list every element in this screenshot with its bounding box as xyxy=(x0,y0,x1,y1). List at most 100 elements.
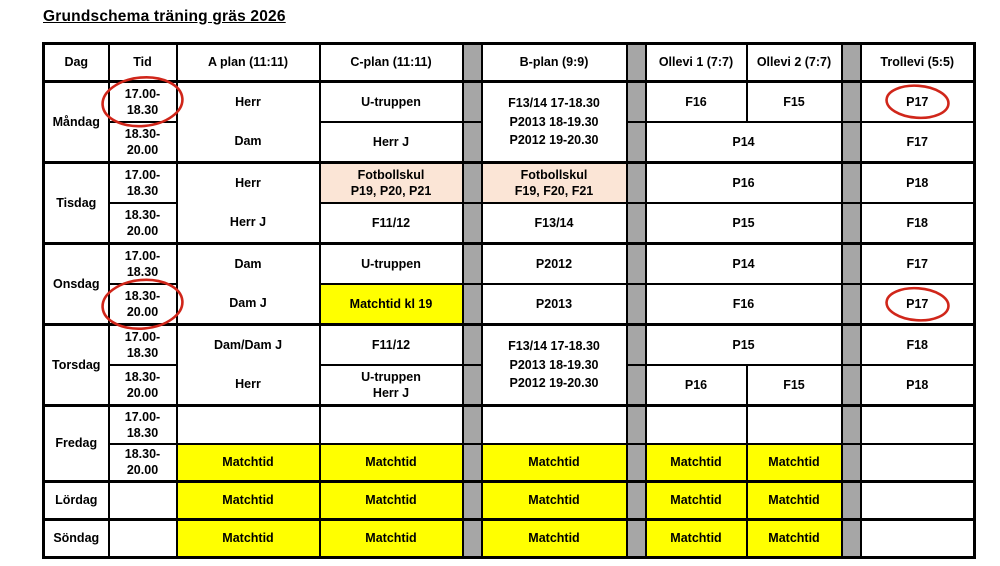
cell-sondag-ollevi2: Matchtid xyxy=(745,518,843,559)
spacer-cell xyxy=(840,121,862,164)
cell-mandag-early-c-plan: U-truppen xyxy=(318,80,464,123)
spacer-cell xyxy=(625,364,647,407)
spacer-cell xyxy=(625,442,647,483)
spacer-cell xyxy=(625,242,647,285)
spacer-cell xyxy=(625,202,647,245)
day-label-onsdag: Onsdag xyxy=(42,242,110,326)
cell-fredag-late-ollevi2: Matchtid xyxy=(745,442,843,483)
column-header-tid: Tid xyxy=(107,42,178,83)
cell-mandag-late-trollevi: F17 xyxy=(859,121,976,164)
cell-tisdag-a-plan: Herr Herr J xyxy=(175,161,321,245)
time-slot-fredag-late: 18.30- 20.00 xyxy=(107,442,178,483)
column-header-ollevi2: Ollevi 2 (7:7) xyxy=(745,42,843,83)
cell-sondag-a-plan: Matchtid xyxy=(175,518,321,559)
cell-lordag-ollevi1: Matchtid xyxy=(644,480,748,521)
spacer-cell xyxy=(461,202,483,245)
time-slot-tisdag-late: 18.30- 20.00 xyxy=(107,202,178,245)
column-header-c-plan: C-plan (11:11) xyxy=(318,42,464,83)
cell-torsdag-a-plan: Dam/Dam J Herr xyxy=(175,323,321,407)
day-label-mandag: Måndag xyxy=(42,80,110,164)
cell-fredag-late-c-plan: Matchtid xyxy=(318,442,464,483)
spacer-cell xyxy=(840,323,862,366)
cell-fredag-early-b-plan xyxy=(480,404,628,445)
cell-mandag-late-ollevi: P14 xyxy=(644,121,843,164)
cell-torsdag-b-plan: F13/14 17-18.30 P2013 18-19.30 P2012 19-… xyxy=(480,323,628,407)
spacer-cell xyxy=(625,42,647,83)
cell-mandag-early-trollevi: P17 xyxy=(859,80,976,123)
time-slot-torsdag-early: 17.00- 18.30 xyxy=(107,323,178,366)
spacer-cell xyxy=(840,404,862,445)
column-header-ollevi1: Ollevi 1 (7:7) xyxy=(644,42,748,83)
cell-fredag-early-trollevi xyxy=(859,404,976,445)
cell-mandag-a-plan: Herr Dam xyxy=(175,80,321,164)
spacer-cell xyxy=(840,242,862,285)
cell-torsdag-late-trollevi: P18 xyxy=(859,364,976,407)
spacer-cell xyxy=(840,202,862,245)
cell-tisdag-early-c-plan: Fotbollskul P19, P20, P21 xyxy=(318,161,464,204)
spacer-cell xyxy=(461,161,483,204)
cell-torsdag-early-trollevi: F18 xyxy=(859,323,976,366)
spacer-cell xyxy=(461,80,483,123)
cell-lordag-b-plan: Matchtid xyxy=(480,480,628,521)
spacer-cell xyxy=(461,480,483,521)
cell-fredag-early-a-plan xyxy=(175,404,321,445)
column-header-dag: Dag xyxy=(42,42,110,83)
spacer-cell xyxy=(461,121,483,164)
spacer-cell xyxy=(840,518,862,559)
day-label-fredag: Fredag xyxy=(42,404,110,483)
page-title: Grundschema träning gräs 2026 xyxy=(43,8,286,25)
day-label-tisdag: Tisdag xyxy=(42,161,110,245)
spacer-cell xyxy=(840,480,862,521)
cell-tisdag-early-b-plan: Fotbollskul F19, F20, F21 xyxy=(480,161,628,204)
cell-lordag-ollevi2: Matchtid xyxy=(745,480,843,521)
cell-tisdag-late-trollevi: F18 xyxy=(859,202,976,245)
cell-tisdag-early-ollevi: P16 xyxy=(644,161,843,204)
time-slot-mandag-late: 18.30- 20.00 xyxy=(107,121,178,164)
spacer-cell xyxy=(461,323,483,366)
cell-torsdag-late-ollevi2: F15 xyxy=(745,364,843,407)
time-slot-onsdag-late: 18.30- 20.00 xyxy=(107,283,178,326)
cell-fredag-late-b-plan: Matchtid xyxy=(480,442,628,483)
cell-tisdag-late-ollevi: P15 xyxy=(644,202,843,245)
spacer-cell xyxy=(840,161,862,204)
spacer-cell xyxy=(625,283,647,326)
time-slot-sondag xyxy=(107,518,178,559)
spacer-cell xyxy=(461,42,483,83)
spacer-cell xyxy=(461,518,483,559)
time-slot-onsdag-early: 17.00- 18.30 xyxy=(107,242,178,285)
cell-lordag-c-plan: Matchtid xyxy=(318,480,464,521)
time-slot-mandag-early: 17.00- 18.30 xyxy=(107,80,178,123)
cell-onsdag-late-trollevi: P17 xyxy=(859,283,976,326)
time-slot-tisdag-early: 17.00- 18.30 xyxy=(107,161,178,204)
cell-tisdag-late-c-plan: F11/12 xyxy=(318,202,464,245)
cell-fredag-late-ollevi1: Matchtid xyxy=(644,442,748,483)
spacer-cell xyxy=(840,364,862,407)
cell-mandag-late-c-plan: Herr J xyxy=(318,121,464,164)
day-label-lordag: Lördag xyxy=(42,480,110,521)
cell-sondag-ollevi1: Matchtid xyxy=(644,518,748,559)
cell-sondag-c-plan: Matchtid xyxy=(318,518,464,559)
cell-onsdag-late-ollevi: F16 xyxy=(644,283,843,326)
spacer-cell xyxy=(840,42,862,83)
spacer-cell xyxy=(840,442,862,483)
spacer-cell xyxy=(625,121,647,164)
cell-mandag-early-ollevi1: F16 xyxy=(644,80,748,123)
cell-tisdag-late-b-plan: F13/14 xyxy=(480,202,628,245)
cell-sondag-trollevi xyxy=(859,518,976,559)
cell-mandag-b-plan: F13/14 17-18.30 P2013 18-19.30 P2012 19-… xyxy=(480,80,628,164)
cell-torsdag-late-ollevi1: P16 xyxy=(644,364,748,407)
cell-lordag-trollevi xyxy=(859,480,976,521)
cell-mandag-early-ollevi2: F15 xyxy=(745,80,843,123)
day-label-torsdag: Torsdag xyxy=(42,323,110,407)
spacer-cell xyxy=(840,283,862,326)
time-slot-torsdag-late: 18.30- 20.00 xyxy=(107,364,178,407)
column-header-a-plan: A plan (11:11) xyxy=(175,42,321,83)
cell-fredag-early-c-plan xyxy=(318,404,464,445)
cell-onsdag-late-c-plan: Matchtid kl 19 xyxy=(318,283,464,326)
spacer-cell xyxy=(625,80,647,123)
cell-sondag-b-plan: Matchtid xyxy=(480,518,628,559)
cell-fredag-late-trollevi xyxy=(859,442,976,483)
spacer-cell xyxy=(461,283,483,326)
cell-torsdag-late-c-plan: U-truppen Herr J xyxy=(318,364,464,407)
spacer-cell xyxy=(625,404,647,445)
